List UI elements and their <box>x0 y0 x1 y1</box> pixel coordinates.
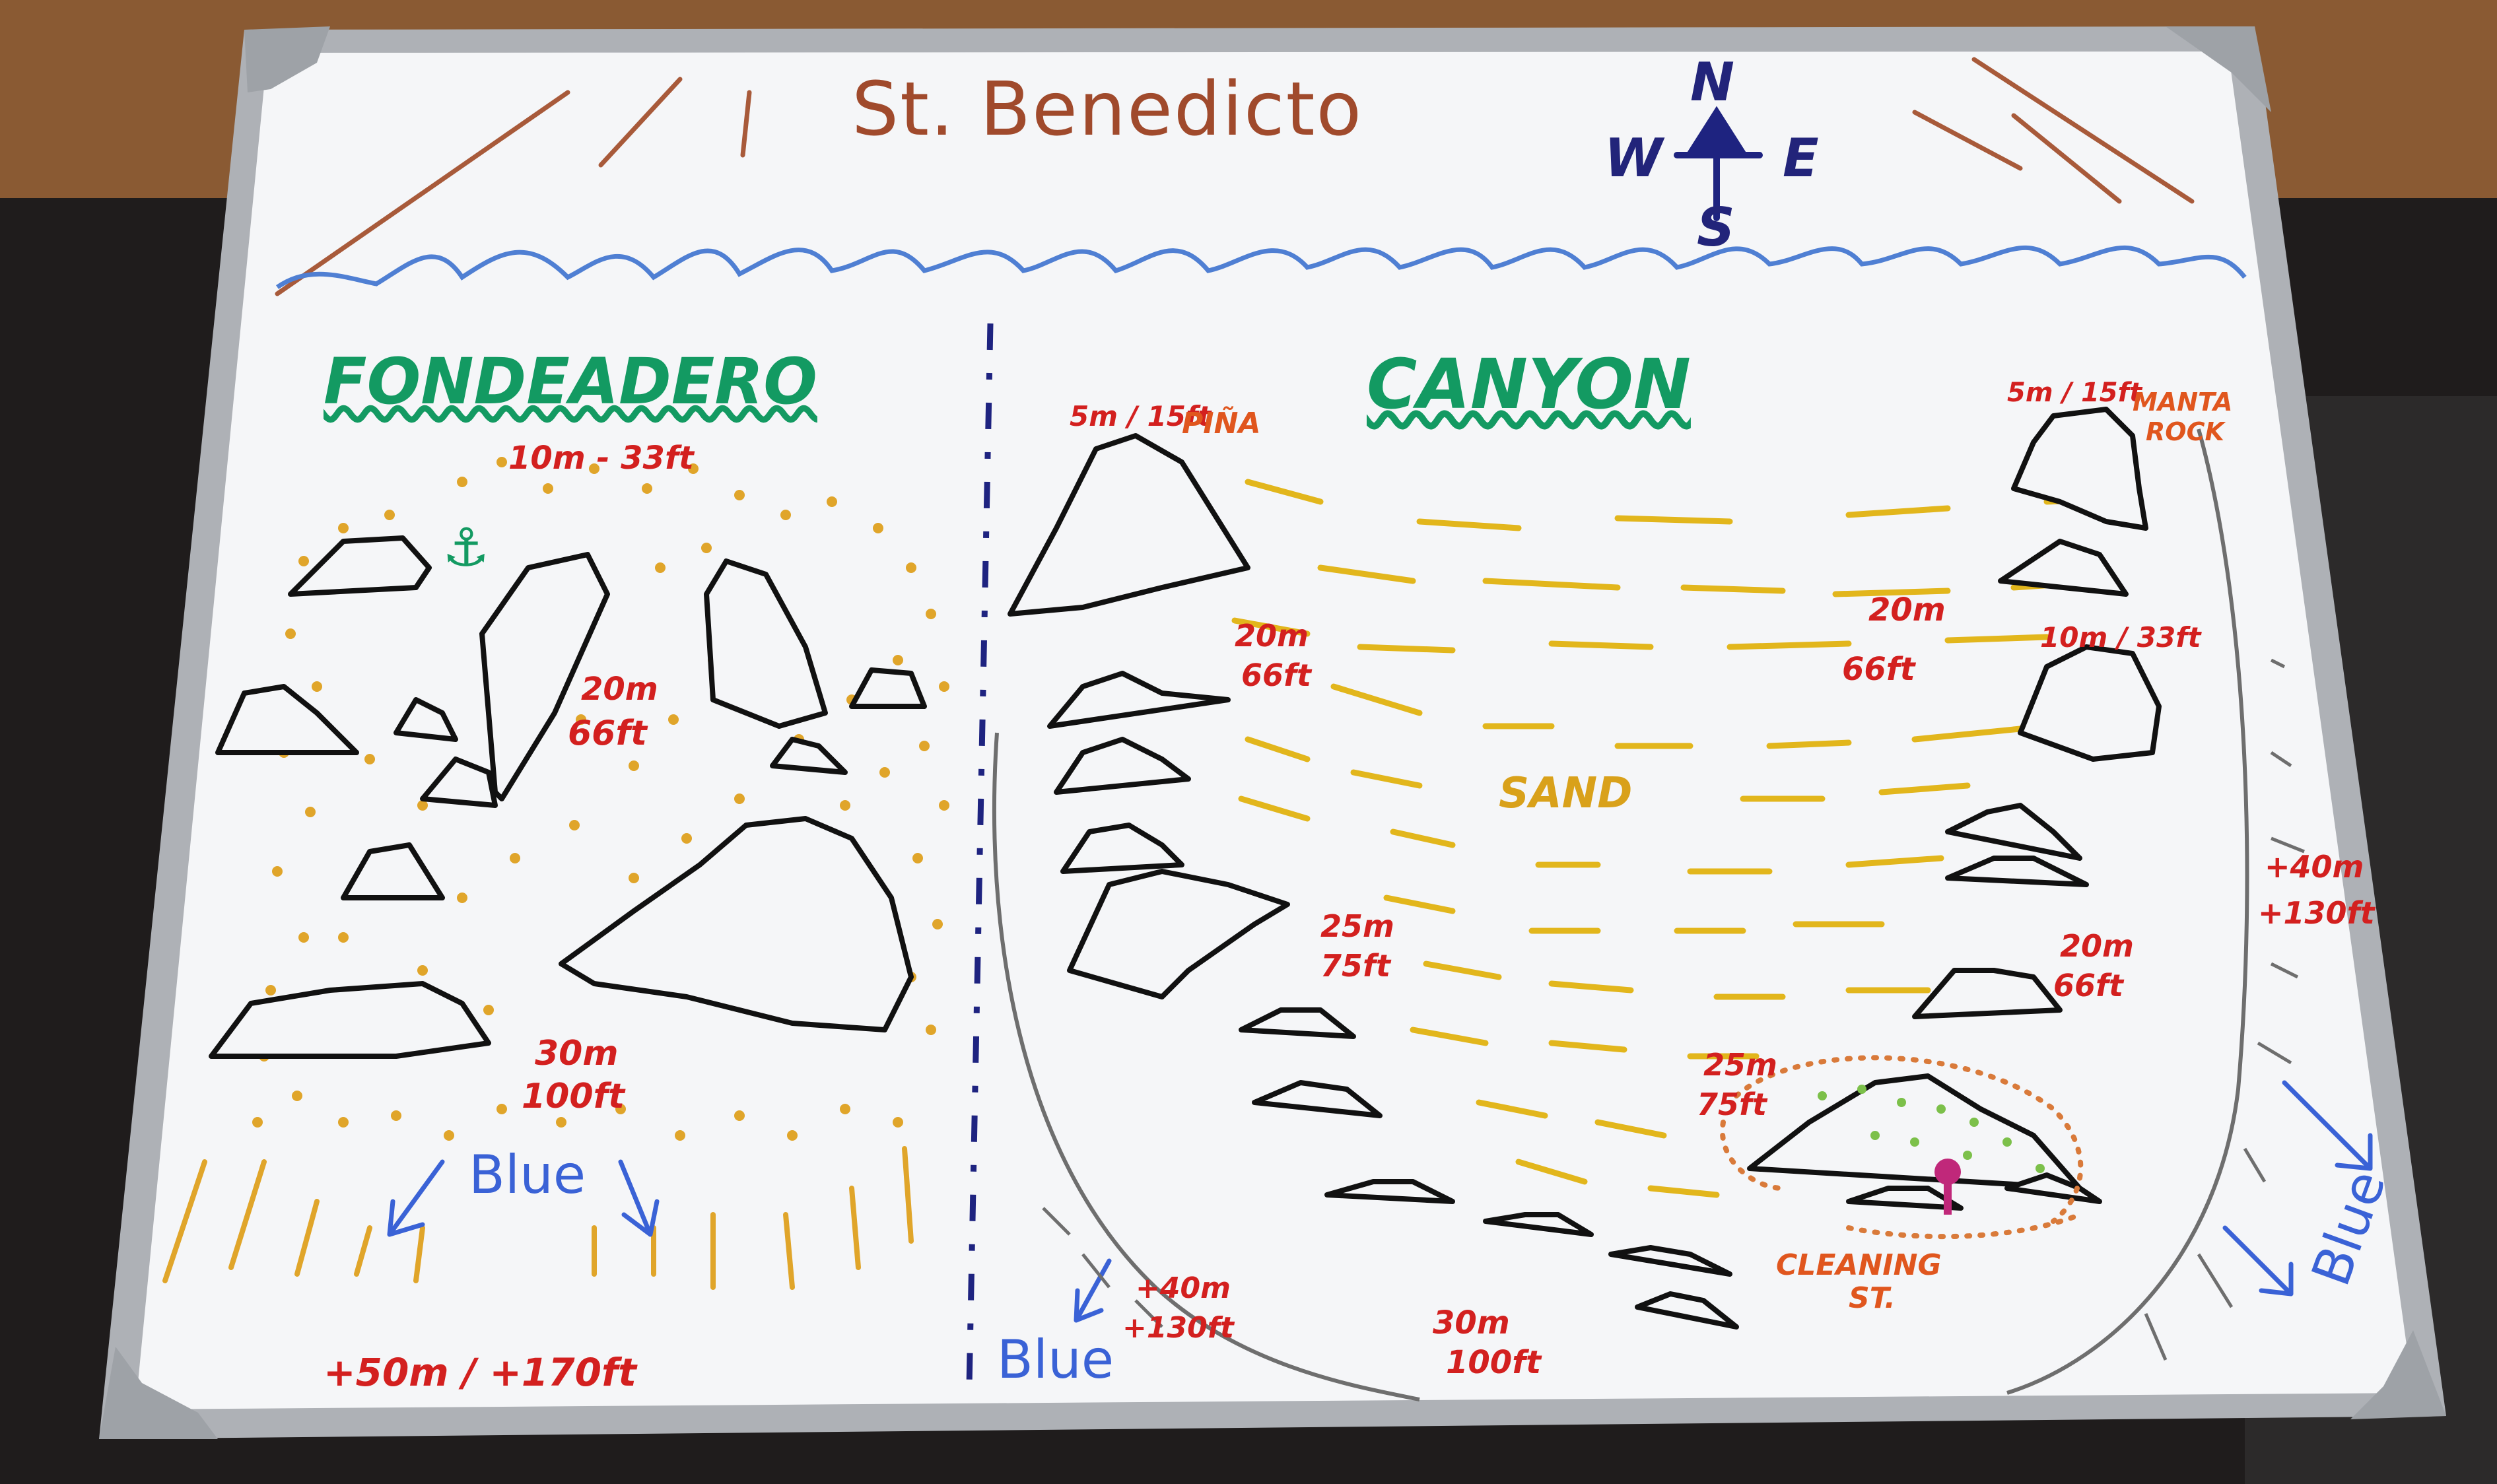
canyon-rock-14 <box>1483 1212 1594 1237</box>
fondeadero-bottom-depth: +50m / +170ft <box>324 1350 636 1395</box>
cleaning-st-label: ST. <box>1849 1281 1896 1315</box>
canyon-depth-40m-right: +40m <box>2265 849 2364 885</box>
pina-depth: 5m / 15ft <box>1070 400 1212 432</box>
canyon-rock-6 <box>1998 539 2129 597</box>
canyon-rock-2 <box>1054 737 1191 795</box>
pina-rock <box>1008 433 1250 617</box>
rock-9 <box>341 842 445 900</box>
rock-11 <box>559 816 914 1032</box>
rock-5 <box>393 697 458 742</box>
canyon-depth-20m-right: 20m <box>2060 928 2134 964</box>
compass-arrows-icon <box>1674 106 1763 221</box>
rock-1 <box>288 535 432 597</box>
canyon-depth-10m-right: 10m / 33ft <box>2040 621 2201 654</box>
fondeadero-depth-66ft: 66ft <box>568 714 647 753</box>
rock-4 <box>215 684 359 755</box>
canyon-rock-10 <box>1912 968 2063 1019</box>
canyon-depth-66ft-mid: 66ft <box>1842 651 1915 688</box>
canyon-blue-left: Blue <box>997 1329 1114 1390</box>
pina-label: PIÑA <box>1182 407 1261 440</box>
canyon-rock-11 <box>1239 1007 1356 1039</box>
canyon-depth-30m-bottom: 30m <box>1433 1304 1510 1341</box>
canyon-depth-75ft-cleaning: 75ft <box>1697 1087 1767 1122</box>
canyon-depth-100ft-bottom: 100ft <box>1446 1344 1542 1381</box>
compass-e: E <box>1783 127 1819 189</box>
compass-s: S <box>1697 197 1735 258</box>
board-surface <box>135 51 2413 1409</box>
canyon-rock-9 <box>1945 856 2089 887</box>
rock-6 <box>420 757 498 808</box>
canyon-boundary-right <box>2006 428 2249 1395</box>
corner-cap-br <box>2350 1330 2446 1419</box>
blue-arrows <box>387 1080 2373 1323</box>
canyon-depth-130ft-right: +130ft <box>2258 895 2375 931</box>
fondeadero-depth-20m: 20m <box>581 671 658 708</box>
cleaning-station-rock <box>1747 1073 2082 1191</box>
slope-hatch-lines <box>1042 658 2305 1361</box>
corner-cap-tr <box>2166 26 2271 112</box>
volcano-slopes <box>275 57 2195 296</box>
canyon-rock-13 <box>1324 1179 1455 1204</box>
canyon-rocks <box>1008 407 2162 1330</box>
cleaning-station-marker-icon <box>1934 1159 1961 1215</box>
canyon-depth-20m-left: 20m <box>1235 618 1309 654</box>
canyon-rock-5 <box>1067 869 1290 999</box>
fondeadero-blue-label: Blue <box>469 1144 586 1205</box>
canyon-title: CANYON <box>1367 344 1691 424</box>
cleaning-station-dots <box>1719 1055 2084 1240</box>
corner-cap-tl <box>244 26 330 92</box>
sand-label: SAND <box>1499 769 1633 818</box>
rock-3 <box>704 558 828 729</box>
board-title: St. Benedicto <box>852 67 1363 152</box>
manta-rock <box>2011 407 2148 531</box>
canyon-depth-66ft-left: 66ft <box>1241 658 1312 693</box>
canyon-rock-17 <box>1846 1186 1964 1211</box>
rock-label: ROCK <box>2146 417 2224 446</box>
canyon-rock-16 <box>1635 1291 1739 1330</box>
cleaning-label: CLEANING <box>1776 1248 1942 1282</box>
waterline-wave <box>275 245 2247 289</box>
fondeadero-current-lines <box>162 1146 914 1290</box>
manta-depth: 5m / 15ft <box>2007 378 2142 408</box>
fondeadero-depth-100ft: 100ft <box>522 1077 625 1116</box>
corner-cap-bl <box>99 1347 218 1439</box>
canyon-sand-dashes <box>1231 479 2136 1198</box>
fondeadero-depth-30m: 30m <box>535 1034 619 1073</box>
canyon-depth-25m-left: 25m <box>1320 908 1394 944</box>
rock-7 <box>770 737 848 775</box>
canyon-depth-40m-left: +40m <box>1136 1271 1231 1305</box>
rock-2 <box>479 552 610 801</box>
canyon-rock-1 <box>1047 671 1231 729</box>
fondeadero-title: FONDEADERO <box>324 345 817 419</box>
canyon-depth-20m-mid: 20m <box>1868 591 1946 628</box>
anchor-icon: ⚓ <box>442 517 490 578</box>
canyon-rock-15 <box>1608 1245 1732 1277</box>
rock-10 <box>209 981 491 1059</box>
canyon-rock-12 <box>1252 1080 1383 1118</box>
canyon-depth-75ft-left: 75ft <box>1320 948 1391 984</box>
canyon-rock-3 <box>1060 823 1184 874</box>
canyon-depth-25m-cleaning: 25m <box>1703 1047 1777 1083</box>
canyon-depth-130ft-left: +130ft <box>1122 1311 1234 1345</box>
canyon-depth-66ft-right: 66ft <box>2053 968 2124 1003</box>
fondeadero-depth-10m: 10m - 33ft <box>508 440 694 477</box>
canyon-boundary-left <box>992 732 1420 1401</box>
manta-label: MANTA <box>2133 388 2233 417</box>
rock-8 <box>849 667 927 709</box>
fondeadero-rocks <box>209 535 927 1059</box>
compass-n: N <box>1690 51 1734 113</box>
compass-w: W <box>1604 127 1663 189</box>
canyon-rock-7 <box>2018 644 2162 762</box>
divider-line <box>966 323 994 1387</box>
canyon-rock-8 <box>1945 803 2082 861</box>
